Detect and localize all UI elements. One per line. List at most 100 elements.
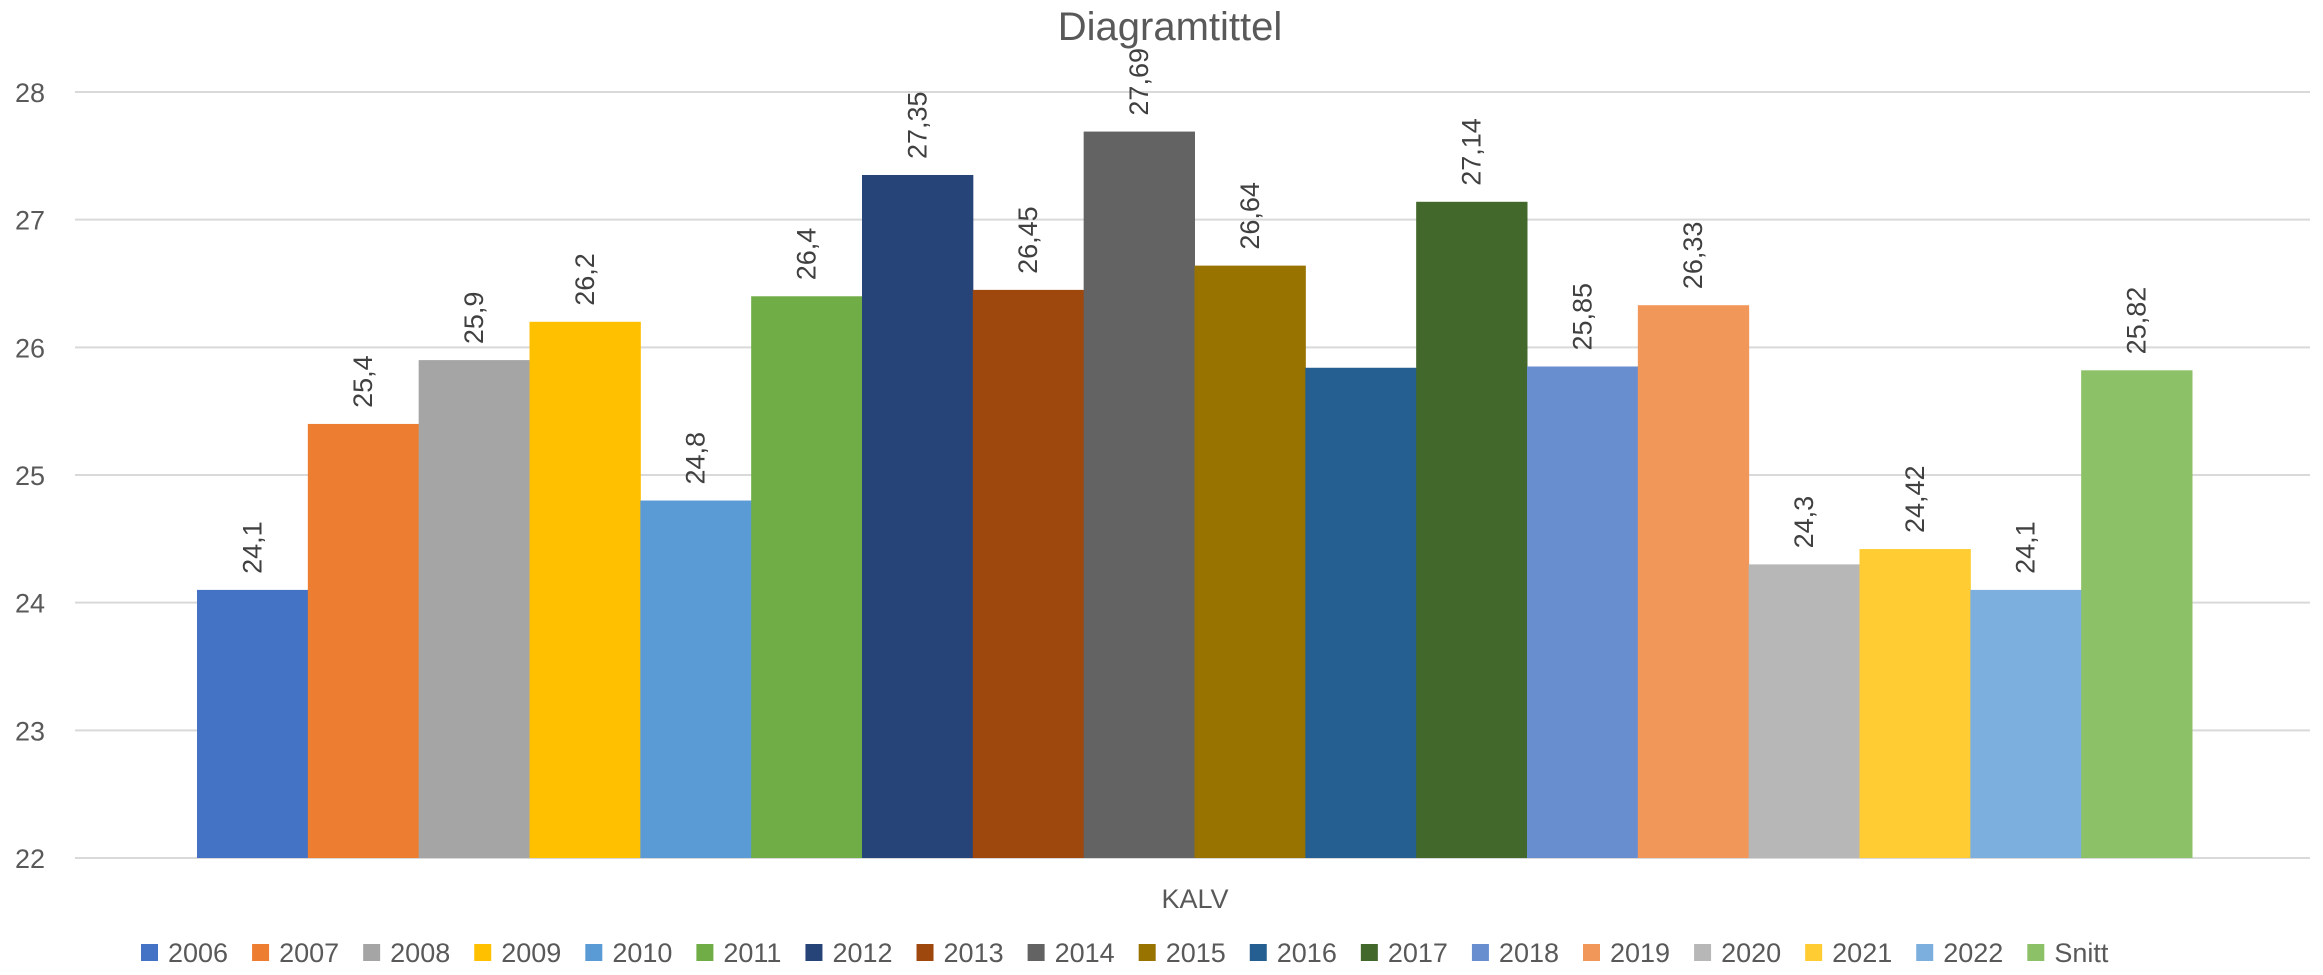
legend-item-2022: 2022 xyxy=(1916,938,2003,968)
legend-swatch xyxy=(1471,944,1489,961)
data-label: 24,1 xyxy=(2011,521,2041,574)
legend-swatch xyxy=(363,944,381,961)
bar-2012 xyxy=(862,174,974,858)
legend-label: 2014 xyxy=(1055,938,1115,968)
legend-item-2010: 2010 xyxy=(585,938,672,968)
legend-swatch xyxy=(2027,944,2045,961)
legend-item-2020: 2020 xyxy=(1694,938,1781,968)
data-label: 24,42 xyxy=(1900,465,1930,533)
y-tick-label: 27 xyxy=(15,206,45,236)
data-label: 26,2 xyxy=(570,253,600,306)
legend-label: 2007 xyxy=(279,938,339,968)
legend-swatch xyxy=(1583,944,1600,961)
legend-swatch xyxy=(1360,944,1378,961)
legend-swatch xyxy=(474,944,492,961)
legend-item-2007: 2007 xyxy=(252,938,339,968)
legend-swatch xyxy=(805,944,823,961)
data-label: 27,14 xyxy=(1457,118,1487,186)
y-tick-label: 26 xyxy=(15,333,45,363)
legend-swatch xyxy=(252,944,270,961)
data-label: 26,33 xyxy=(1678,222,1708,290)
y-tick-label: 22 xyxy=(15,844,45,874)
legend-swatch xyxy=(1916,944,1934,961)
legend-label: 2012 xyxy=(832,938,892,968)
bar-2022 xyxy=(1970,589,2082,858)
data-label: 25,82 xyxy=(2122,287,2152,355)
y-axis: 22 23 24 25 26 27 28 xyxy=(15,78,45,874)
legend-label: 2008 xyxy=(390,938,450,968)
legend-label: 2020 xyxy=(1721,938,1781,968)
legend-label: 2019 xyxy=(1610,938,1670,968)
legend-label: 2015 xyxy=(1166,938,1226,968)
legend-item-2012: 2012 xyxy=(805,938,893,968)
legend-swatch xyxy=(1694,944,1712,961)
data-label: 26,45 xyxy=(1013,206,1043,274)
legend-label: 2017 xyxy=(1388,938,1448,968)
data-label: 25,9 xyxy=(459,292,489,345)
legend-label: 2006 xyxy=(168,938,228,968)
bar-2008 xyxy=(418,360,530,858)
y-tick-label: 28 xyxy=(15,78,45,108)
legend-label: 2013 xyxy=(944,938,1004,968)
legend-label: 2016 xyxy=(1277,938,1337,968)
legend-swatch xyxy=(1805,944,1823,961)
data-label: 25,85 xyxy=(1567,283,1597,351)
data-label: 27,35 xyxy=(902,91,932,159)
legend-item-2008: 2008 xyxy=(363,938,450,968)
legend-label: 2010 xyxy=(612,938,672,968)
legend-swatch xyxy=(696,944,714,961)
legend-swatch xyxy=(1249,944,1267,961)
data-label: 27,69 xyxy=(1124,48,1154,116)
chart-title: Diagramtittel xyxy=(1058,5,1283,49)
data-label: 26,4 xyxy=(792,228,822,281)
legend-item-2016: 2016 xyxy=(1249,938,1337,968)
legend-swatch xyxy=(1138,944,1156,961)
bar-2018 xyxy=(1527,366,1639,858)
bars xyxy=(197,131,2193,859)
y-tick-label: 25 xyxy=(15,461,45,491)
legend-swatch xyxy=(1027,944,1045,961)
legend-swatch xyxy=(141,944,158,961)
bar-2015 xyxy=(1194,265,1306,858)
y-tick-label: 24 xyxy=(15,589,45,619)
legend-swatch xyxy=(585,944,603,961)
legend-item-2011: 2011 xyxy=(696,938,781,968)
bar-2016 xyxy=(1305,367,1417,858)
data-label: 24,1 xyxy=(237,521,267,574)
legend: 2006 2007 2008 2009 2010 2011 2012 2013 2014 2015… xyxy=(141,938,2109,968)
legend-item-2009: 2009 xyxy=(474,938,561,968)
legend-item-2006: 2006 xyxy=(141,938,228,968)
legend-label: Snitt xyxy=(2054,938,2109,968)
bar-2017 xyxy=(1416,201,1528,858)
legend-label: 2018 xyxy=(1499,938,1559,968)
bar-2014 xyxy=(1083,131,1195,858)
bar-2006 xyxy=(197,589,309,858)
legend-label: 2009 xyxy=(501,938,561,968)
legend-item-2017: 2017 xyxy=(1360,938,1448,968)
legend-item-2018: 2018 xyxy=(1471,938,1559,968)
bar-2011 xyxy=(751,296,863,858)
bar-2019 xyxy=(1637,305,1750,858)
legend-item-2021: 2021 xyxy=(1805,938,1892,968)
legend-item-2014: 2014 xyxy=(1027,938,1115,968)
data-label: 24,8 xyxy=(681,432,711,485)
bar-2009 xyxy=(529,321,641,858)
legend-item-snitt: Snitt xyxy=(2027,938,2109,968)
data-label: 24,3 xyxy=(1789,496,1819,549)
data-labels: 24,1 25,4 25,9 26,2 24,8 26,4 27,35 26,45 27,69 2… xyxy=(237,48,2151,574)
legend-label: 2011 xyxy=(723,938,781,968)
legend-item-2013: 2013 xyxy=(916,938,1004,968)
legend-swatch xyxy=(916,944,934,961)
legend-item-2019: 2019 xyxy=(1583,938,1670,968)
data-label: 25,4 xyxy=(348,355,378,408)
bar-2021 xyxy=(1859,549,1971,858)
bar-2013 xyxy=(972,289,1085,859)
legend-label: 2022 xyxy=(1943,938,2003,968)
bar-2010 xyxy=(640,500,752,858)
legend-item-2015: 2015 xyxy=(1138,938,1226,968)
x-category-label: KALV xyxy=(1161,884,1228,914)
bar-snitt xyxy=(2081,370,2193,858)
bar-2020 xyxy=(1748,564,1860,858)
